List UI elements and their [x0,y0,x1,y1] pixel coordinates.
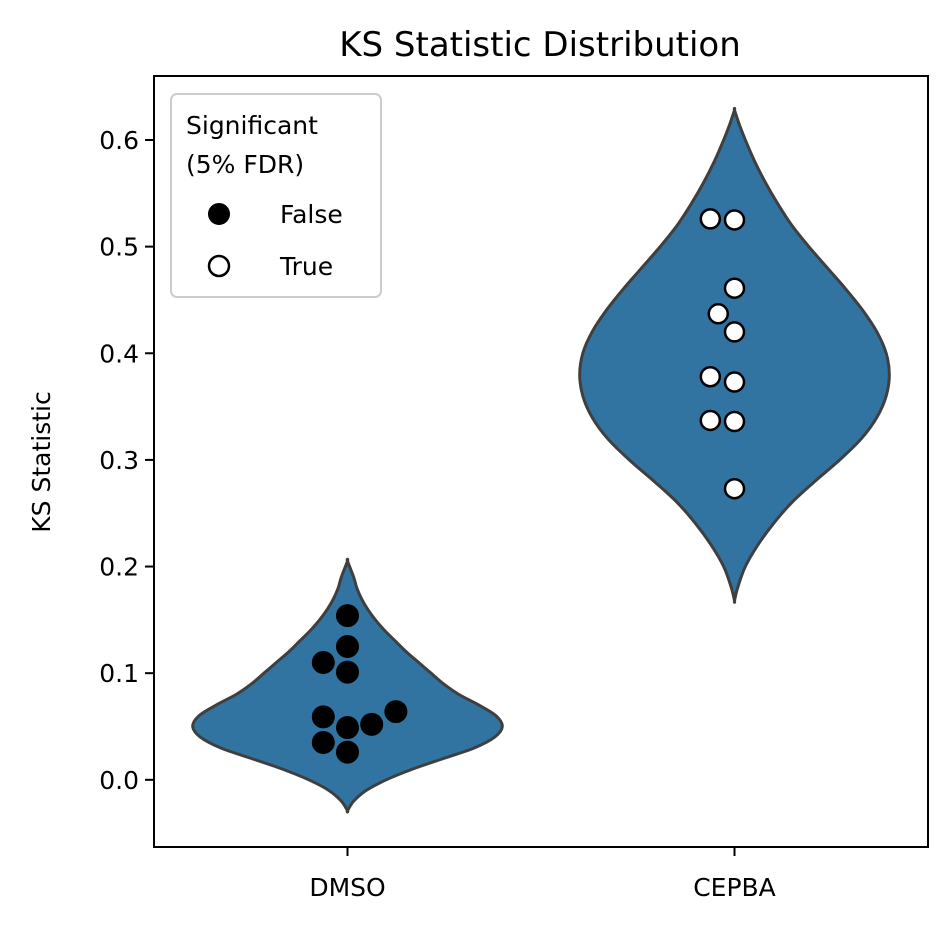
data-point-dmso-9 [336,740,359,764]
legend-title-line-1: Significant [186,111,318,140]
y-axis-label: KS Statistic [27,391,56,532]
data-point-dmso-7 [336,716,359,740]
data-point-cepba-18 [723,410,746,433]
data-point-cepba-11 [723,209,746,231]
data-point-dmso-4 [384,700,408,724]
violin-cepba [578,106,891,604]
data-point-cepba-15 [699,365,722,388]
data-point-dmso-3 [336,660,359,684]
y-tick-label-1: 0.1 [99,659,139,688]
data-point-dmso-6 [360,712,384,736]
data-point-cepba-14 [723,321,746,343]
legend-label-false: False [280,200,343,229]
data-point-cepba-16 [723,371,746,393]
data-point-cepba-13 [707,303,729,325]
points-group [311,208,746,764]
y-tick-label-3: 0.3 [99,446,139,475]
data-point-dmso-5 [311,705,335,729]
legend: Significant (5% FDR) False True [170,93,382,298]
x-tick-label-dmso: DMSO [309,873,385,902]
data-point-cepba-19 [723,477,746,500]
x-tick-label-cepba: CEPBA [693,873,776,902]
data-point-dmso-8 [311,730,335,754]
data-point-cepba-17 [699,409,722,432]
y-tick-label-5: 0.5 [99,233,139,262]
data-point-dmso-0 [336,604,359,628]
violin-dmso [191,557,504,814]
y-tick-label-4: 0.4 [99,339,139,368]
data-point-dmso-2 [311,651,335,675]
data-point-cepba-12 [723,277,746,299]
y-axis: 0.0 0.1 0.2 0.3 0.4 0.5 0.6 [99,126,154,795]
legend-marker-false [208,203,230,225]
legend-title-line-2: (5% FDR) [186,150,304,179]
legend-box [170,93,382,298]
y-tick-label-6: 0.6 [99,126,139,155]
plot-frame [153,75,929,848]
data-point-dmso-1 [336,635,359,659]
legend-marker-true [207,254,231,278]
legend-label-true: True [279,252,333,281]
y-tick-label-0: 0.0 [99,766,139,795]
data-point-cepba-10 [699,208,722,230]
y-tick-label-2: 0.2 [99,553,139,582]
chart-title: KS Statistic Distribution [339,25,741,65]
violins-group [191,106,891,814]
x-axis: DMSO CEPBA [309,847,776,902]
